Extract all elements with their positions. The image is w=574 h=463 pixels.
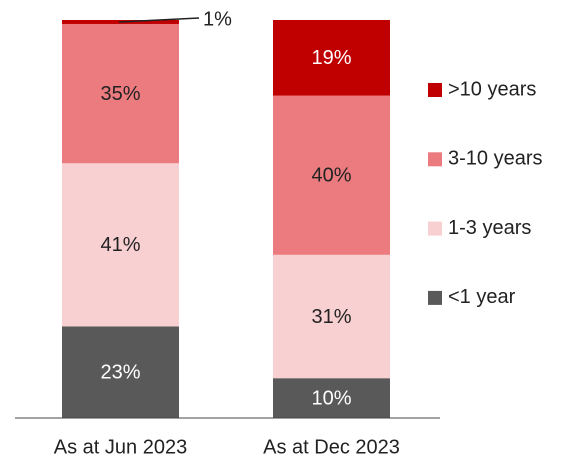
data-label: 41% <box>100 234 140 256</box>
data-label: 31% <box>311 306 351 328</box>
data-label: 10% <box>311 387 351 409</box>
bar-segment <box>62 163 179 327</box>
data-label: 35% <box>100 83 140 105</box>
legend-swatch <box>428 83 442 97</box>
legend-swatch <box>428 290 442 305</box>
legend-label: <1 year <box>448 286 516 308</box>
data-label: 23% <box>100 362 140 384</box>
bar-segment <box>273 20 390 96</box>
x-tick-label: As at Jun 2023 <box>54 436 187 458</box>
bar-segment <box>62 23 179 164</box>
data-label: 1% <box>203 8 232 30</box>
x-tick-label: As at Dec 2023 <box>263 436 400 458</box>
data-label: 19% <box>311 47 351 69</box>
legend-label: 1-3 years <box>448 217 531 239</box>
data-label: 40% <box>311 165 351 187</box>
legend-swatch <box>428 221 442 236</box>
legend-label: 3-10 years <box>448 148 543 170</box>
bar-segment <box>273 378 390 418</box>
legend-label: >10 years <box>448 78 536 100</box>
bar-segment <box>273 95 390 255</box>
leader-line <box>118 17 200 23</box>
bar-segment <box>62 326 179 418</box>
bar-segment <box>273 254 390 379</box>
legend-swatch <box>428 152 442 167</box>
